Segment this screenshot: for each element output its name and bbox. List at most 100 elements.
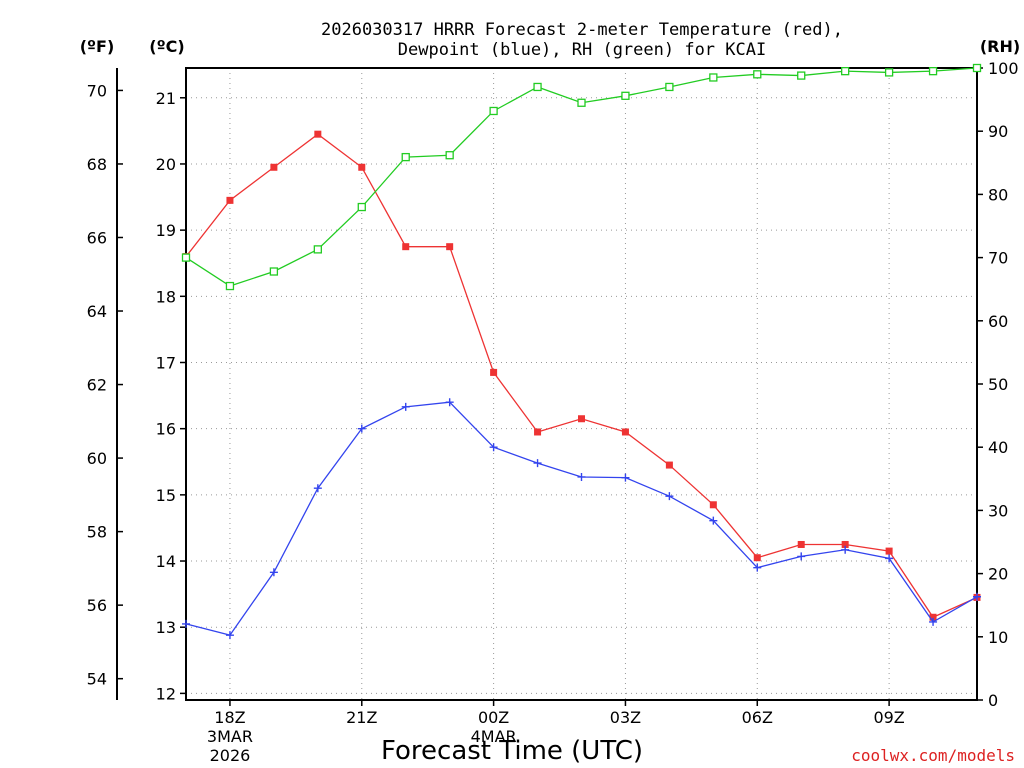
temperature-point xyxy=(665,461,673,469)
celsius-tick-label: 21 xyxy=(156,89,176,108)
celsius-tick-label: 17 xyxy=(156,353,176,372)
x-axis-title: Forecast Time (UTC) xyxy=(381,736,643,766)
dewpoint-point xyxy=(313,484,322,493)
celsius-tick-label: 18 xyxy=(156,287,176,306)
unit-fahrenheit-label: (ºF) xyxy=(80,37,115,56)
rh-point xyxy=(225,281,235,291)
rh-point xyxy=(313,245,322,254)
rh-point xyxy=(401,152,410,162)
dewpoint-point xyxy=(709,516,718,525)
rh-tick-label: 40 xyxy=(988,438,1008,457)
dewpoint-point xyxy=(445,398,454,407)
celsius-tick-label: 20 xyxy=(156,155,176,174)
rh-point xyxy=(884,68,894,77)
rh-point xyxy=(841,67,850,76)
chart-title-line2: Dewpoint (blue), RH (green) for KCAI xyxy=(398,40,766,60)
rh-point xyxy=(181,253,191,262)
dewpoint-point xyxy=(182,619,190,628)
fahrenheit-tick-label: 68 xyxy=(87,155,107,174)
temperature-point xyxy=(402,243,410,251)
chart-title-line1: 2026030317 HRRR Forecast 2-meter Tempera… xyxy=(321,20,843,40)
dewpoint-point xyxy=(753,563,762,572)
data-series xyxy=(181,63,982,640)
rh-point xyxy=(621,91,630,100)
dewpoint-line xyxy=(185,401,978,636)
x-tick-label: 18Z xyxy=(214,708,245,727)
rh-tick-label: 80 xyxy=(988,185,1008,204)
fahrenheit-tick-label: 54 xyxy=(87,670,107,689)
fahrenheit-tick-label: 66 xyxy=(87,228,107,247)
rh-point xyxy=(709,73,718,82)
rh-tick-label: 10 xyxy=(988,628,1008,647)
temperature-point xyxy=(709,501,717,509)
grid-lines xyxy=(186,68,977,700)
temperature-line xyxy=(185,133,978,619)
fahrenheit-tick-label: 60 xyxy=(87,449,107,468)
fahrenheit-tick-label: 56 xyxy=(87,596,107,615)
tick-labels: 12 13 14 15 16 17 18 19 20 21 54 56 58 60 62 64 66 68 70 0 1… xyxy=(87,59,1019,765)
plot-frame xyxy=(185,67,978,701)
rh-tick-label: 70 xyxy=(988,249,1008,268)
fahrenheit-tick-label: 62 xyxy=(87,376,107,395)
celsius-tick-label: 13 xyxy=(156,618,176,637)
temperature-point xyxy=(446,243,454,251)
fahrenheit-tick-label: 58 xyxy=(87,523,107,542)
rh-point xyxy=(797,71,806,80)
celsius-tick-label: 16 xyxy=(156,420,176,439)
x-tick-label: 00Z xyxy=(478,708,509,727)
temperature-point xyxy=(797,540,805,548)
rh-point xyxy=(928,67,938,76)
dewpoint-point xyxy=(577,472,586,481)
temperature-point xyxy=(621,428,629,436)
x-tick-label: 03Z xyxy=(610,708,641,727)
unit-celsius-label: (ºC) xyxy=(149,37,184,56)
temperature-point xyxy=(885,547,893,555)
rh-point xyxy=(357,202,366,212)
dewpoint-point xyxy=(401,402,410,411)
rh-tick-label: 30 xyxy=(988,501,1008,520)
celsius-tick-label: 12 xyxy=(156,684,176,703)
dewpoint-point xyxy=(533,459,542,468)
fahrenheit-tick-label: 70 xyxy=(87,81,107,100)
x-tick-label: 09Z xyxy=(873,708,904,727)
x-tick-date-label: 4MAR xyxy=(471,727,517,746)
temperature-point xyxy=(753,554,761,562)
dewpoint-point xyxy=(489,443,498,452)
dewpoint-point xyxy=(357,424,366,433)
rh-point xyxy=(753,70,762,79)
rh-point xyxy=(972,63,982,73)
rh-tick-label: 100 xyxy=(988,59,1019,78)
temperature-point xyxy=(358,163,366,171)
rh-point xyxy=(533,82,542,92)
temperature-point xyxy=(534,428,542,436)
dewpoint-point xyxy=(885,554,894,563)
rh-tick-label: 20 xyxy=(988,565,1008,584)
fahrenheit-tick-label: 64 xyxy=(87,302,107,321)
x-tick-label: 21Z xyxy=(346,708,377,727)
celsius-tick-label: 15 xyxy=(156,486,176,505)
x-tick-label: 06Z xyxy=(742,708,773,727)
rh-point xyxy=(577,98,586,107)
dewpoint-point xyxy=(665,492,674,501)
temperature-point xyxy=(841,540,849,548)
x-tick-year-label: 2026 xyxy=(210,746,251,765)
celsius-tick-label: 19 xyxy=(156,221,176,240)
rh-tick-label: 50 xyxy=(988,375,1008,394)
dewpoint-point xyxy=(621,473,630,482)
celsius-tick-label: 14 xyxy=(156,552,176,571)
temperature-point xyxy=(270,163,278,171)
dewpoint-point xyxy=(841,545,850,554)
x-tick-date-label: 3MAR xyxy=(207,727,253,746)
temperature-point xyxy=(226,196,234,204)
rh-point xyxy=(269,267,279,276)
temperature-point xyxy=(490,368,498,376)
unit-rh-label: (RH) xyxy=(980,37,1020,56)
dewpoint-point xyxy=(797,552,806,561)
rh-point xyxy=(445,151,454,160)
rh-tick-label: 0 xyxy=(988,691,998,710)
rh-point xyxy=(489,106,498,116)
temperature-point xyxy=(929,613,937,621)
site-credit: coolwx.com/models xyxy=(851,746,1015,765)
dewpoint-point xyxy=(929,617,938,626)
